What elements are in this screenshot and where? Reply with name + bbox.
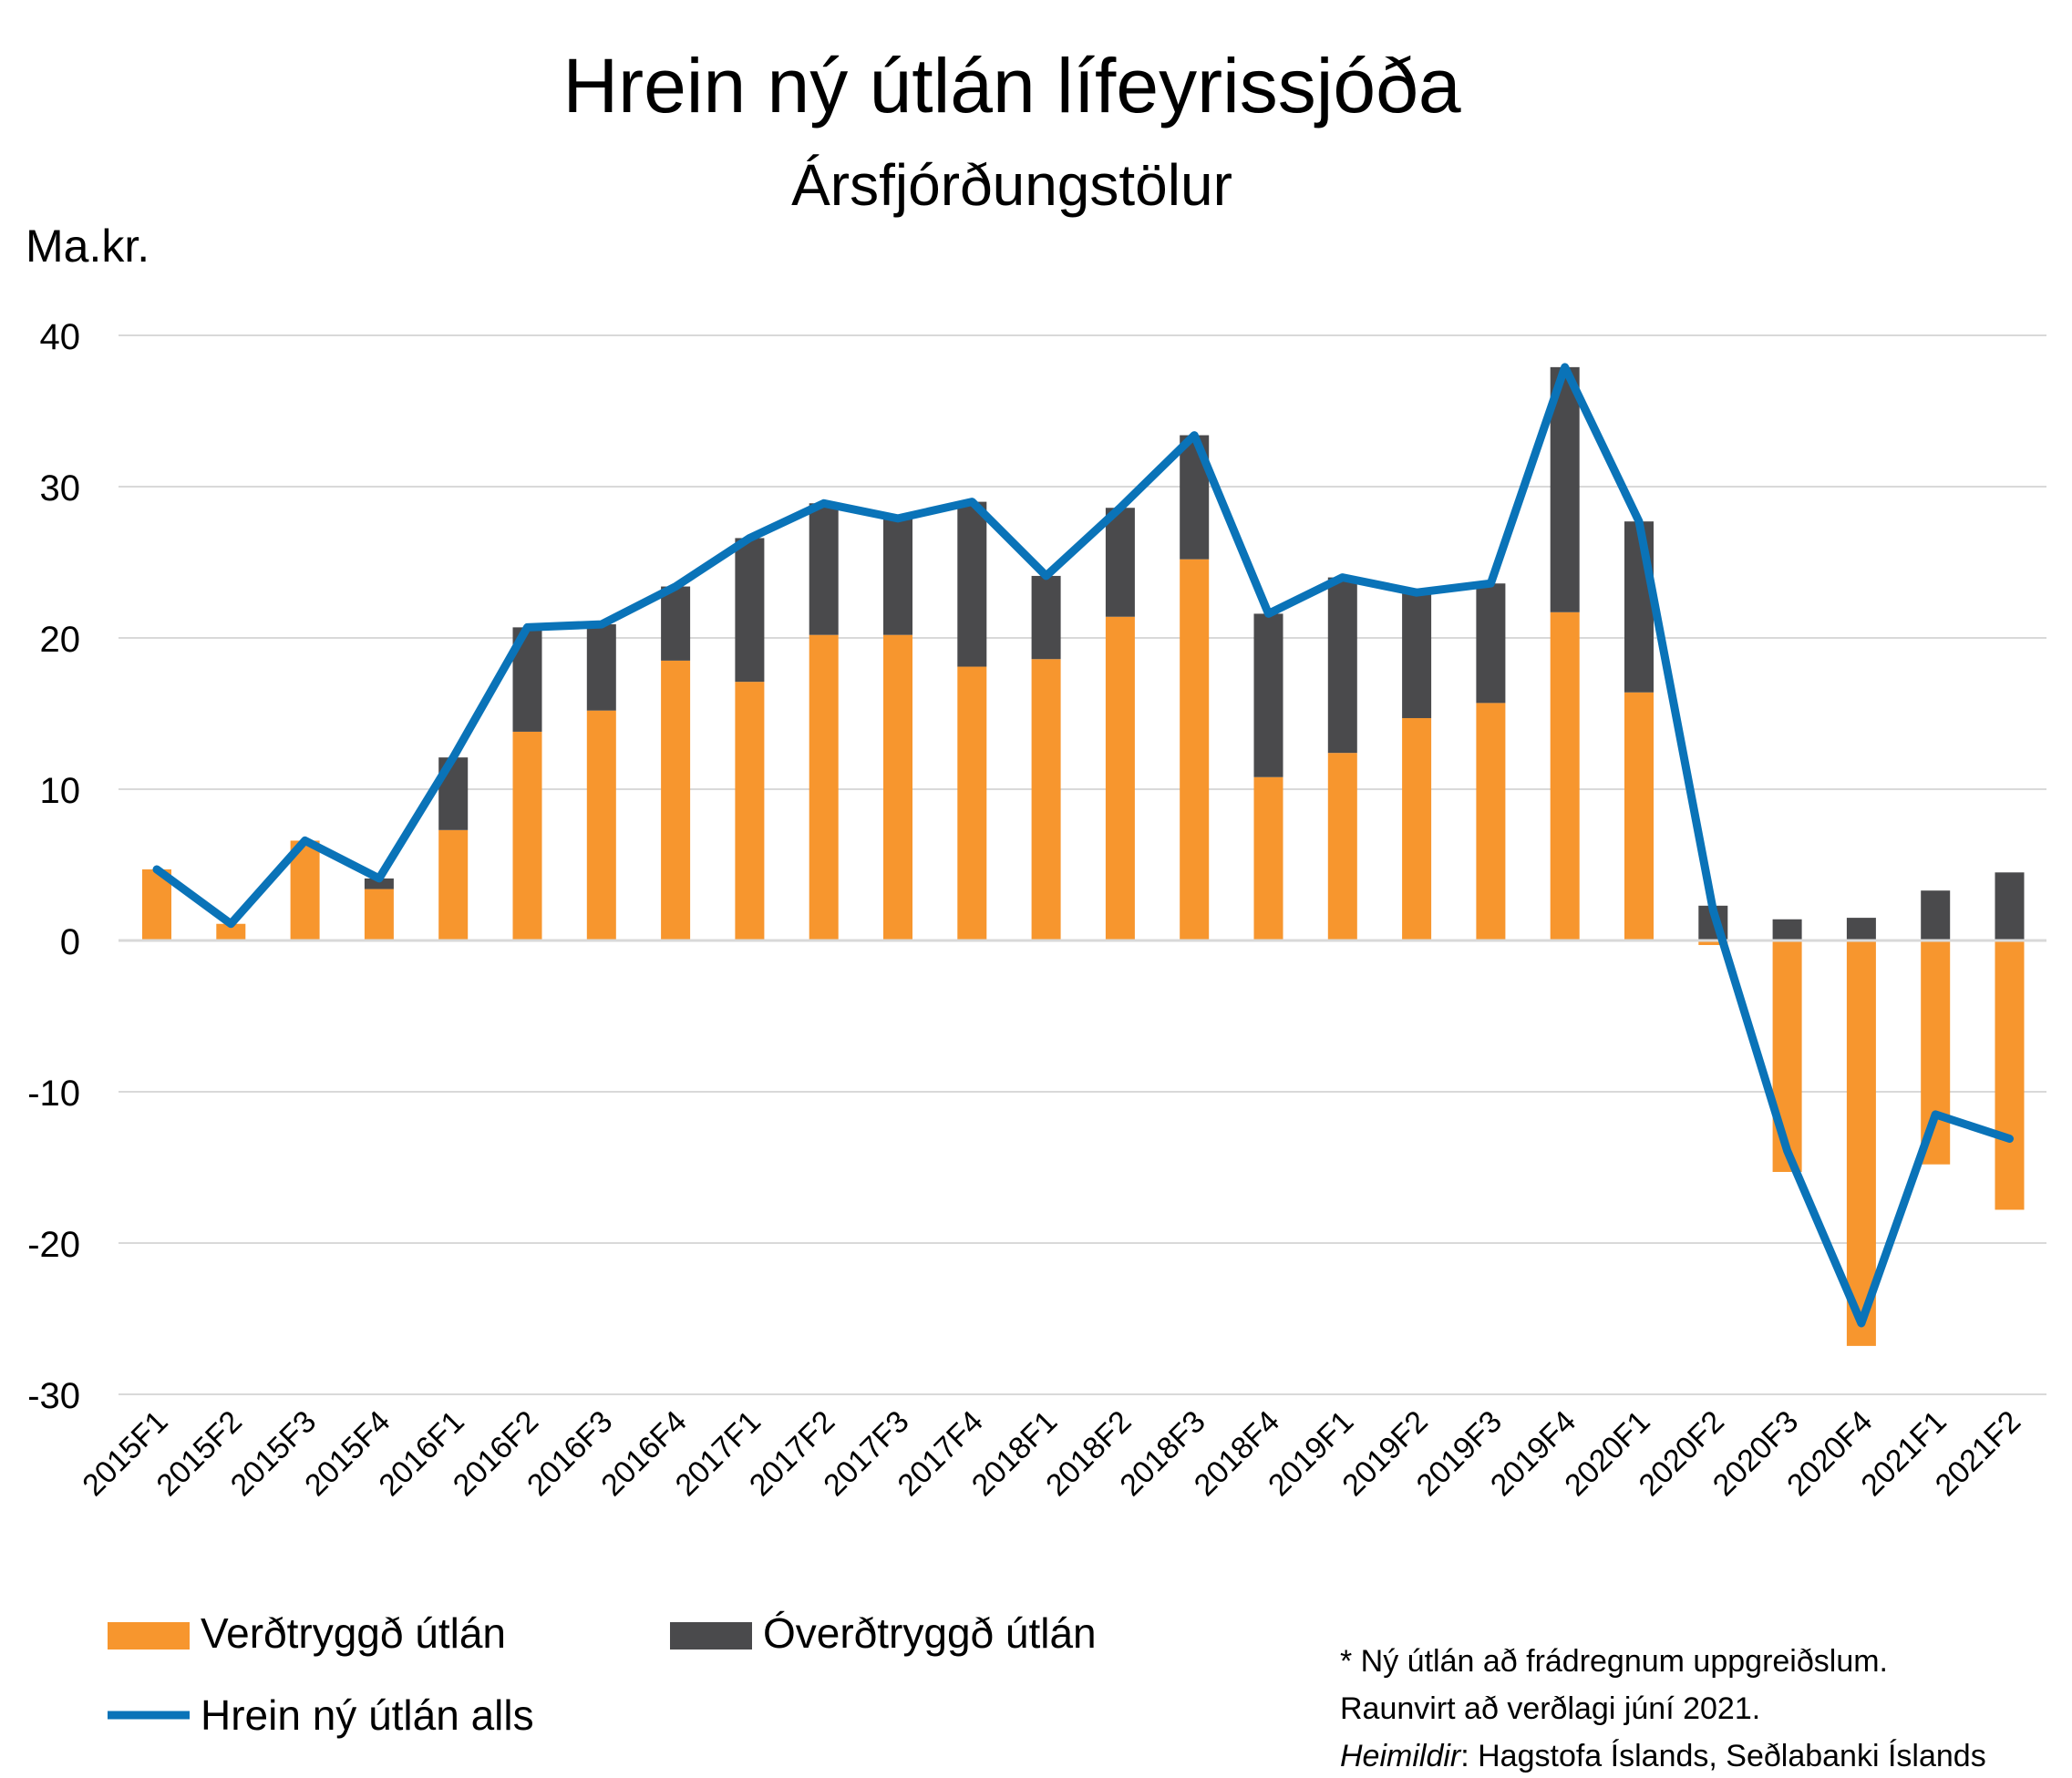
legend-label-verdtryggd: Verðtryggð útlán: [201, 1609, 506, 1657]
bar-overdtryggd: [1105, 508, 1135, 617]
footnote-line: * Ný útlán að frádregnum uppgreiðslum.: [1340, 1644, 1888, 1679]
bar-verdtryggd: [1624, 692, 1654, 940]
bar-verdtryggd: [735, 682, 765, 940]
bar-verdtryggd: [1846, 940, 1876, 1346]
footnote: * Ný útlán að frádregnum uppgreiðslum. Ra…: [1340, 1644, 1986, 1773]
y-tick-label: 40: [40, 317, 81, 357]
bar-overdtryggd: [735, 538, 765, 683]
footnote-text: : Hagstofa Íslands, Seðlabanki Íslands: [1460, 1739, 1985, 1773]
bar-overdtryggd: [1921, 890, 1951, 940]
bar-verdtryggd: [1402, 717, 1432, 940]
bar-verdtryggd: [1698, 940, 1728, 945]
y-tick-label: -20: [27, 1225, 80, 1265]
bar-overdtryggd: [1995, 872, 2025, 940]
bar-overdtryggd: [1402, 592, 1432, 718]
chart-subtitle: Ársfjórðungstölur: [791, 152, 1232, 218]
bar-overdtryggd: [1624, 521, 1654, 693]
bar-overdtryggd: [1772, 919, 1802, 940]
total-line: [152, 363, 2014, 1328]
bar-overdtryggd: [1327, 577, 1357, 754]
bar-verdtryggd: [216, 923, 246, 940]
bar-verdtryggd: [1995, 940, 2025, 1210]
bars: [142, 366, 2025, 1346]
bar-verdtryggd: [1476, 703, 1506, 940]
bar-verdtryggd: [809, 634, 839, 940]
bar-verdtryggd: [1550, 612, 1580, 940]
bar-verdtryggd: [1031, 659, 1061, 940]
line-hrein-ny-utlan: [152, 363, 2014, 1328]
bar-verdtryggd: [1105, 616, 1135, 940]
bar-overdtryggd: [1253, 613, 1283, 777]
chart-title: Hrein ný útlán lífeyrissjóða: [562, 43, 1460, 128]
bar-verdtryggd: [586, 710, 616, 940]
y-tick-label: 30: [40, 468, 81, 509]
bar-verdtryggd: [1180, 559, 1210, 940]
y-tick-label: 0: [60, 922, 80, 962]
legend-label-overdtryggd: Óverðtryggð útlán: [763, 1609, 1097, 1657]
legend-swatch-overdtryggd: [670, 1622, 752, 1650]
bar-overdtryggd: [883, 518, 912, 635]
bar-overdtryggd: [809, 503, 839, 635]
gridlines: [119, 334, 2046, 1395]
bar-verdtryggd: [512, 731, 542, 940]
legend: Verðtryggð útlán Óverðtryggð útlán Hrein n…: [108, 1609, 1097, 1739]
bar-overdtryggd: [586, 624, 616, 711]
bar-verdtryggd: [957, 666, 987, 940]
bar-verdtryggd: [1253, 776, 1283, 940]
bar-overdtryggd: [661, 586, 691, 661]
bar-overdtryggd: [1846, 918, 1876, 940]
bar-overdtryggd: [1031, 575, 1061, 660]
y-tick-label: 20: [40, 620, 81, 660]
bar-verdtryggd: [1772, 940, 1802, 1172]
bar-verdtryggd: [438, 829, 469, 940]
footnote-line: Heimildir: Hagstofa Íslands, Seðlabanki …: [1340, 1739, 1986, 1773]
y-axis-label: Ma.kr.: [26, 221, 149, 272]
y-tick-label: -30: [27, 1376, 80, 1416]
legend-label-line: Hrein ný útlán alls: [201, 1691, 534, 1739]
y-axis-ticks: 40 30 20 10 0 -10 -20 -30: [27, 317, 80, 1416]
legend-swatch-verdtryggd: [108, 1622, 190, 1650]
y-tick-label: 10: [40, 771, 81, 811]
bar-overdtryggd: [957, 501, 987, 667]
x-axis-ticks: 2015F12015F22015F32015F42016F12016F22016…: [76, 1404, 2027, 1503]
bar-overdtryggd: [364, 878, 394, 889]
footnote-italic-label: Heimildir: [1340, 1739, 1462, 1773]
bar-verdtryggd: [1327, 753, 1357, 940]
bar-verdtryggd: [661, 660, 691, 940]
bar-verdtryggd: [883, 634, 912, 940]
bar-verdtryggd: [364, 889, 394, 940]
y-tick-label: -10: [27, 1074, 80, 1114]
bar-verdtryggd: [1921, 940, 1951, 1165]
bar-overdtryggd: [1476, 583, 1506, 704]
footnote-line: Raunvirt að verðlagi júní 2021.: [1340, 1691, 1760, 1726]
